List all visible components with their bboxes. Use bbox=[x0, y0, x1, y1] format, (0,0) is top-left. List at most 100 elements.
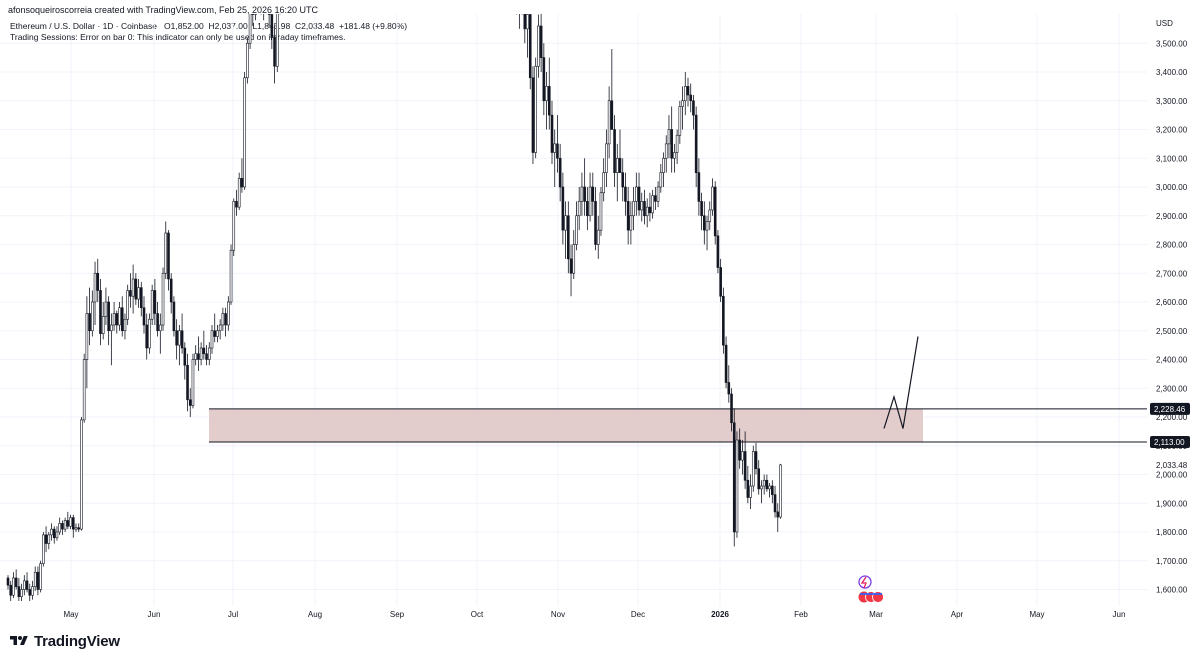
candle bbox=[746, 465, 750, 504]
candle bbox=[757, 460, 761, 495]
earnings-icon[interactable] bbox=[858, 575, 872, 589]
candle bbox=[575, 201, 578, 251]
candle bbox=[12, 572, 15, 599]
candle bbox=[33, 566, 37, 591]
candle bbox=[743, 431, 747, 489]
us-flag-icon[interactable] bbox=[858, 591, 884, 603]
y-tick-label: 2,600.00 bbox=[1156, 298, 1188, 307]
chart-legend: Ethereum / U.S. Dollar · 1D · Coinbase O… bbox=[10, 21, 407, 43]
low-label: L bbox=[252, 21, 258, 31]
candle bbox=[624, 172, 627, 216]
candle bbox=[267, 14, 271, 26]
candle bbox=[28, 583, 32, 601]
ohlc-row: Ethereum / U.S. Dollar · 1D · Coinbase O… bbox=[10, 21, 407, 32]
candle bbox=[101, 302, 105, 340]
candle bbox=[39, 560, 42, 593]
candle bbox=[118, 302, 121, 331]
candle bbox=[42, 532, 45, 567]
candle bbox=[148, 313, 151, 354]
candle bbox=[697, 158, 701, 216]
candle bbox=[197, 336, 200, 371]
candle bbox=[88, 287, 91, 346]
candle bbox=[63, 517, 67, 532]
candle bbox=[700, 192, 703, 231]
candle bbox=[542, 43, 546, 116]
time-axis[interactable]: May Jun Jul Aug Sep Oct Nov Dec 2026 Feb Mar Apr May… bbox=[63, 610, 1125, 619]
candle bbox=[71, 514, 75, 538]
candle bbox=[654, 187, 657, 210]
y-tick-label: 2,800.00 bbox=[1156, 241, 1188, 250]
candle bbox=[643, 189, 646, 225]
x-tick-label: May bbox=[63, 610, 78, 619]
symbol-label[interactable]: Ethereum / U.S. Dollar · 1D · Coinbase bbox=[10, 21, 157, 31]
change-value: +181.48 (+9.80%) bbox=[338, 21, 408, 31]
candle bbox=[265, 0, 267, 9]
candle bbox=[656, 181, 660, 208]
candle bbox=[199, 342, 203, 366]
candle bbox=[588, 172, 592, 222]
price-tag: 2,228.46 bbox=[1150, 402, 1190, 415]
candle bbox=[93, 261, 97, 325]
price-tag: 2,113.00 bbox=[1150, 436, 1190, 449]
candle bbox=[580, 172, 584, 216]
y-tick-label: 2,200.00 bbox=[1156, 413, 1188, 422]
candle bbox=[112, 302, 116, 331]
candle bbox=[521, 14, 523, 15]
candle bbox=[719, 258, 722, 302]
event-markers[interactable] bbox=[858, 575, 884, 603]
demand-zone[interactable] bbox=[209, 408, 923, 443]
candle bbox=[602, 158, 605, 202]
candle bbox=[139, 281, 143, 317]
candles-layer bbox=[6, 0, 782, 601]
price-axis[interactable]: 1,600.00 1,700.00 1,800.00 1,900.00 2,000.00… bbox=[1156, 19, 1188, 595]
candle bbox=[47, 532, 51, 550]
tradingview-logo[interactable]: TradingView bbox=[8, 632, 120, 650]
candle bbox=[150, 284, 154, 325]
x-tick-label: Aug bbox=[308, 610, 322, 619]
projection-path[interactable] bbox=[883, 336, 919, 429]
candle bbox=[651, 189, 654, 219]
candle bbox=[240, 158, 244, 193]
y-tick-label: 1,800.00 bbox=[1156, 528, 1188, 537]
candle bbox=[692, 95, 695, 130]
candle bbox=[210, 325, 214, 354]
candle bbox=[180, 313, 184, 354]
candle bbox=[161, 267, 165, 331]
candle bbox=[115, 310, 119, 334]
y-tick-label: 2,300.00 bbox=[1156, 384, 1188, 393]
x-tick-label: Jun bbox=[1113, 610, 1126, 619]
candle bbox=[6, 575, 10, 590]
open-value: 1,852.00 bbox=[170, 21, 204, 31]
candle bbox=[191, 353, 195, 409]
candle bbox=[545, 72, 548, 130]
candle bbox=[248, 14, 252, 49]
candle bbox=[675, 129, 679, 164]
candle bbox=[66, 511, 70, 530]
candle bbox=[528, 14, 532, 90]
candle bbox=[120, 296, 124, 337]
candle bbox=[732, 408, 736, 547]
candle bbox=[74, 523, 78, 532]
candle bbox=[550, 100, 554, 164]
x-tick-label: Nov bbox=[551, 610, 565, 619]
candle bbox=[705, 215, 709, 251]
candle bbox=[55, 526, 59, 541]
candle bbox=[69, 514, 72, 530]
candle bbox=[645, 198, 649, 228]
candle bbox=[91, 290, 94, 337]
candle bbox=[227, 296, 230, 331]
candle bbox=[175, 319, 178, 360]
candle bbox=[142, 296, 146, 334]
candle bbox=[664, 135, 668, 173]
candle bbox=[77, 523, 81, 532]
candle bbox=[599, 187, 603, 236]
indicator-error: Trading Sessions: Error on bar 0: This i… bbox=[10, 32, 346, 42]
x-tick-label: Sep bbox=[390, 610, 405, 619]
candle bbox=[207, 342, 211, 366]
y-tick-label: 3,200.00 bbox=[1156, 126, 1188, 135]
candle bbox=[246, 37, 249, 84]
x-tick-label: Jul bbox=[228, 610, 238, 619]
candle bbox=[518, 14, 520, 29]
candle bbox=[776, 503, 780, 532]
